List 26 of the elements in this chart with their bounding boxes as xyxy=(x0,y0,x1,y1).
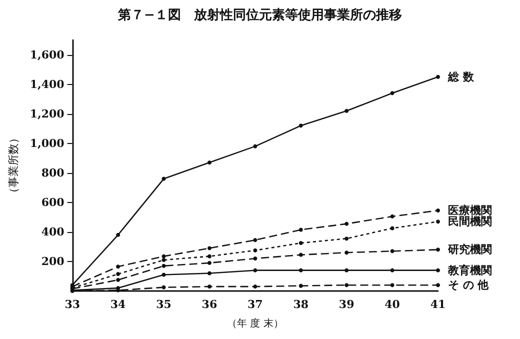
y-tick-label: 1,400 xyxy=(30,78,65,91)
y-tick-label: 800 xyxy=(41,166,65,180)
series-label: 民間機関 xyxy=(448,215,492,228)
series-label: 医療機関 xyxy=(448,204,492,218)
y-tick-label: 200 xyxy=(41,254,65,268)
chart-title: 第７−１図 放射性同位元素等使用事業所の推移 xyxy=(117,7,402,23)
x-tick-label: 38 xyxy=(293,298,309,311)
series-label: 総 数 xyxy=(447,70,475,84)
x-tick-label: 36 xyxy=(202,298,218,311)
y-tick-label: 1,200 xyxy=(30,107,65,120)
y-tick-label: 400 xyxy=(41,225,65,238)
x-tick-label: 40 xyxy=(384,298,400,311)
y-axis-title: （事業所数） xyxy=(7,132,20,198)
series-label: そ の 他 xyxy=(448,278,490,292)
y-tick-label: 1,600 xyxy=(30,48,65,62)
x-axis-title: （年 度 末） xyxy=(226,318,284,330)
x-tick-label: 33 xyxy=(64,298,80,311)
y-tick-label: 600 xyxy=(41,196,65,209)
x-tick-label: 41 xyxy=(430,298,446,311)
y-tick-label: 1,000 xyxy=(30,136,65,150)
series-label: 研究機関 xyxy=(447,243,492,256)
x-tick-label: 37 xyxy=(248,298,263,311)
x-tick-label: 34 xyxy=(110,298,126,311)
x-tick-label: 35 xyxy=(156,298,172,311)
series-label: 教育機関 xyxy=(447,264,492,277)
x-tick-label: 39 xyxy=(338,298,354,311)
